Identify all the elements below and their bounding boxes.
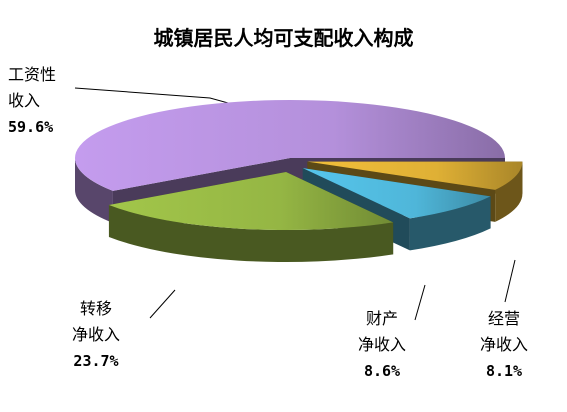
pie-slice: [108, 172, 394, 263]
leader-line: [149, 289, 176, 319]
data-label: 转移 净收入 23.7%: [72, 296, 120, 374]
leader-line: [414, 284, 426, 321]
slice-side: [409, 196, 491, 251]
chart-title: 城镇居民人均可支配收入构成: [153, 26, 414, 50]
value-label: 8.1%: [485, 362, 523, 380]
value-label: 8.6%: [363, 362, 401, 380]
category-label: 转移 净收入: [72, 299, 121, 344]
category-label: 财产 净收入: [358, 309, 407, 354]
data-label: 经营 净收入 8.1%: [480, 306, 528, 384]
slice-side: [75, 158, 113, 223]
slice-side: [495, 161, 523, 222]
data-label: 工资性 收入 59.6%: [8, 62, 56, 140]
slice-top: [307, 161, 523, 190]
value-label: 59.6%: [8, 118, 54, 136]
category-label: 经营 净收入: [480, 309, 529, 354]
data-label: 财产 净收入 8.6%: [358, 306, 406, 384]
slice-top: [302, 168, 491, 219]
value-label: 23.7%: [73, 352, 119, 370]
slice-top: [74, 100, 505, 191]
slice-top: [108, 172, 394, 231]
category-label: 工资性 收入: [8, 65, 57, 110]
slice-side: [108, 204, 394, 263]
leader-line: [504, 259, 516, 303]
